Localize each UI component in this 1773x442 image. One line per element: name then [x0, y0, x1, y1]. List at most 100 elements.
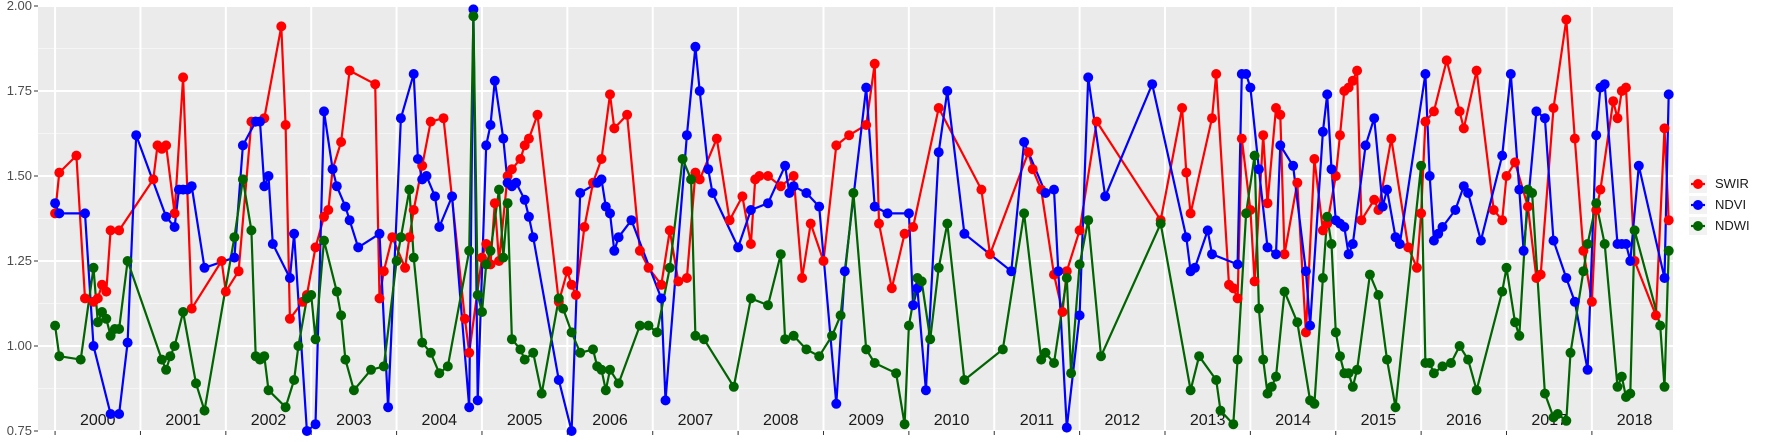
- year-label: 2003: [336, 412, 372, 429]
- data-point-ndvi: [1505, 69, 1516, 79]
- data-point-ndwi: [891, 368, 902, 379]
- data-point-swir: [148, 174, 159, 185]
- data-point-ndwi: [404, 184, 415, 195]
- data-point-swir: [844, 130, 855, 141]
- data-point-ndvi: [1241, 69, 1252, 79]
- data-point-ndwi: [1497, 286, 1508, 297]
- data-point-swir: [169, 208, 180, 219]
- data-point-swir: [1663, 215, 1674, 226]
- data-point-ndwi: [528, 347, 539, 358]
- data-point-ndwi: [161, 364, 172, 375]
- data-point-ndvi: [959, 228, 970, 239]
- data-point-ndvi: [1531, 106, 1542, 117]
- data-point-swir: [1279, 249, 1290, 260]
- data-point-ndwi: [1347, 381, 1358, 392]
- data-point-swir: [805, 218, 816, 229]
- data-point-ndvi: [1326, 164, 1337, 175]
- data-point-ndwi: [442, 361, 453, 372]
- data-point-ndwi: [1185, 385, 1196, 396]
- data-point-ndwi: [464, 245, 475, 256]
- data-point-ndvi: [1343, 249, 1354, 260]
- data-point-ndwi: [1083, 215, 1094, 226]
- data-point-ndwi: [677, 154, 688, 164]
- data-point-ndvi: [861, 82, 872, 93]
- data-point-swir: [985, 249, 995, 260]
- data-point-ndwi: [75, 354, 86, 365]
- data-point-ndvi: [733, 242, 744, 253]
- data-point-swir: [280, 120, 291, 130]
- data-point-ndwi: [178, 307, 189, 317]
- data-point-swir: [1621, 82, 1631, 93]
- data-point-ndwi: [899, 419, 910, 430]
- data-point-ndwi: [959, 375, 970, 385]
- data-point-ndwi: [156, 354, 167, 365]
- data-point-swir: [566, 279, 577, 290]
- data-point-ndwi: [1241, 208, 1252, 219]
- data-point-ndwi: [502, 198, 513, 209]
- data-point-swir: [1403, 242, 1414, 253]
- data-point-swir: [1023, 147, 1034, 158]
- legend-marker-swir: [1693, 179, 1703, 189]
- data-point-ndwi: [1266, 381, 1277, 392]
- data-point-swir: [114, 225, 125, 236]
- data-point-ndwi: [1390, 402, 1401, 413]
- y-tick-label: 1.25: [7, 253, 32, 268]
- data-point-ndvi: [690, 41, 701, 52]
- legend-marker-ndvi: [1693, 200, 1703, 210]
- data-point-swir: [1488, 205, 1499, 215]
- data-point-swir: [976, 184, 987, 195]
- year-label: 2014: [1275, 412, 1311, 429]
- data-point-swir: [1411, 262, 1422, 273]
- y-tick-label: 1.50: [7, 168, 32, 183]
- data-point-ndwi: [1382, 354, 1392, 365]
- data-point-ndvi: [464, 402, 475, 413]
- data-point-ndvi: [1377, 201, 1388, 212]
- data-point-ndwi: [1096, 351, 1106, 362]
- data-point-swir: [1369, 194, 1380, 205]
- data-point-ndvi: [430, 191, 440, 202]
- data-point-swir: [899, 228, 910, 239]
- data-point-swir: [1262, 198, 1273, 209]
- data-point-ndvi: [613, 232, 624, 243]
- data-point-swir: [1458, 123, 1469, 134]
- data-point-swir: [161, 140, 172, 151]
- data-point-ndvi: [229, 252, 240, 263]
- data-point-swir: [1535, 269, 1546, 280]
- data-point-swir: [788, 171, 799, 181]
- data-point-swir: [1207, 113, 1217, 124]
- data-point-ndwi: [1352, 364, 1363, 375]
- data-point-ndvi: [1100, 191, 1111, 202]
- data-point-ndvi: [1019, 137, 1030, 147]
- data-point-ndwi: [780, 334, 791, 345]
- data-point-ndwi: [652, 327, 662, 338]
- data-point-ndwi: [1074, 259, 1085, 270]
- year-label: 2004: [421, 412, 457, 429]
- data-point-ndvi: [780, 160, 791, 171]
- data-point-swir: [387, 232, 398, 243]
- data-point-swir: [681, 273, 692, 283]
- data-point-swir: [694, 174, 705, 185]
- data-point-swir: [1510, 157, 1520, 168]
- data-point-ndvi: [1271, 249, 1281, 260]
- data-point-ndwi: [1330, 327, 1341, 338]
- data-point-ndvi: [903, 208, 914, 219]
- data-point-swir: [570, 290, 581, 300]
- data-point-ndvi: [1437, 222, 1448, 232]
- data-point-ndvi: [263, 171, 274, 181]
- data-point-swir: [1347, 75, 1358, 86]
- data-point-ndwi: [835, 310, 846, 321]
- data-point-swir: [1608, 96, 1619, 107]
- data-point-ndwi: [378, 361, 389, 372]
- legend-label-swir: SWIR: [1715, 176, 1749, 191]
- data-point-ndvi: [408, 69, 419, 79]
- data-point-swir: [874, 218, 884, 229]
- data-point-swir: [745, 239, 756, 249]
- data-point-ndvi: [1497, 150, 1508, 161]
- data-point-ndwi: [690, 330, 701, 341]
- data-point-swir: [1416, 208, 1427, 219]
- data-point-ndwi: [101, 313, 112, 324]
- data-point-ndvi: [1569, 296, 1580, 307]
- data-point-swir: [506, 164, 517, 175]
- data-point-ndvi: [434, 222, 445, 232]
- data-point-ndwi: [1510, 317, 1520, 328]
